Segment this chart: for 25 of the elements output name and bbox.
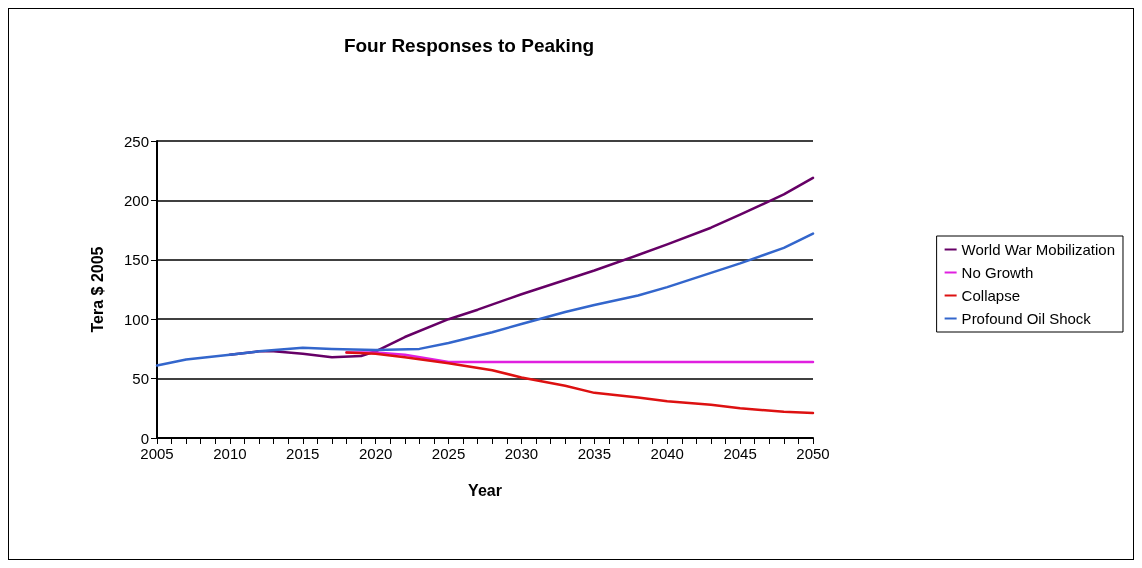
x-tick-label: 2020: [358, 445, 393, 462]
x-tick-label: 2025: [431, 445, 466, 462]
legend-label: No Growth: [961, 264, 1034, 281]
legend-label: World War Mobilization: [961, 241, 1116, 258]
x-tick-label: 2050: [796, 445, 830, 462]
x-tick-label: 2010: [213, 445, 247, 462]
y-tick-label: 100: [123, 310, 149, 328]
y-tick-label: 0: [140, 429, 149, 447]
line-series: [345, 351, 815, 415]
y-tick-label: 250: [123, 132, 149, 150]
x-tick-label: 2030: [504, 445, 539, 462]
y-tick-label: 150: [123, 251, 149, 269]
x-tick-label: 2040: [650, 445, 684, 462]
x-tick-label: 2015: [286, 445, 320, 462]
chart-title: Four Responses to Peaking: [343, 35, 595, 56]
y-axis-title: Tera $ 2005: [88, 246, 106, 333]
x-axis-title: Year: [468, 481, 502, 499]
x-tick-label: 2045: [723, 445, 757, 462]
legend-label: Profound Oil Shock: [961, 310, 1092, 327]
legend-label: Collapse: [961, 287, 1020, 304]
y-tick-label: 200: [123, 191, 149, 209]
x-tick-label: 2035: [577, 445, 612, 462]
x-tick-label: 2005: [140, 445, 174, 462]
line-series: [228, 176, 815, 359]
y-tick-label: 50: [132, 370, 149, 388]
